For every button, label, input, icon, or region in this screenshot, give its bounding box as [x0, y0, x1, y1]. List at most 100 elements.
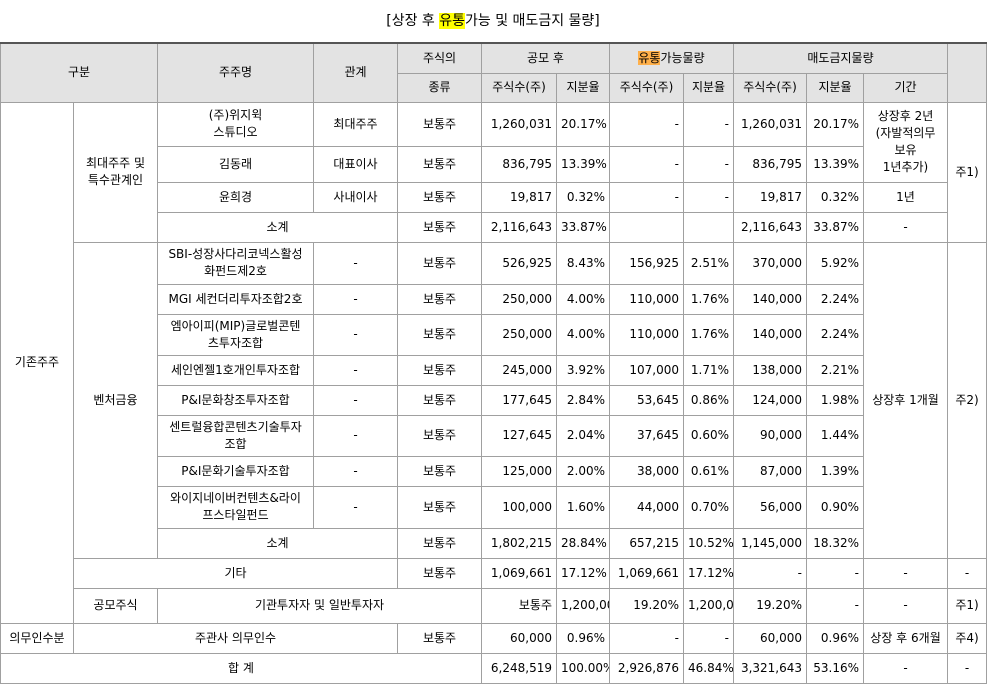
table-cell: 상장후 1개월: [863, 241, 949, 559]
table-cell: 20.17%: [556, 101, 610, 147]
table-cell: 보통주: [397, 101, 482, 147]
table-cell: 주2): [947, 241, 988, 559]
table-cell: 보통주: [397, 313, 482, 356]
table-cell: -: [682, 101, 735, 147]
table-row: P&I문화기술투자조합 - 보통주 125,000 2.00% 38,000 0.61% 87…: [1, 455, 987, 487]
table-cell: 1.76%: [682, 313, 735, 356]
header-cell: 공모 후: [481, 42, 610, 74]
table-cell: 56,000: [733, 485, 808, 529]
table-cell: 100.00%: [556, 652, 610, 684]
table-row: 의무인수분 주관사 의무인수 보통주 60,000 0.96% - -60,000 0.96%…: [0, 622, 988, 654]
table-cell: 보통주: [397, 384, 482, 416]
table-cell: -: [806, 587, 865, 624]
table-cell: 2.24%: [806, 313, 865, 356]
table-cell: 2,116,643: [733, 211, 808, 243]
table-cell: -: [313, 354, 398, 386]
table-cell: 와이지네이버컨텐츠&라이 프스타일펀드: [157, 485, 314, 529]
table-cell: 소계: [157, 527, 398, 559]
table-cell: 0.96%: [806, 622, 865, 654]
table-cell: 센트럴융합콘텐츠기술투자 조합: [157, 414, 314, 457]
table-cell: -: [313, 455, 398, 487]
table-cell: 370,000: [733, 241, 808, 285]
header-cell: 종류: [397, 72, 482, 103]
table-cell: 100,000: [481, 485, 557, 529]
table-cell: 보통주: [397, 485, 482, 529]
table-cell: 보통주: [397, 211, 482, 243]
table-cell: 합 계: [0, 652, 482, 684]
table-cell: 3,321,643: [733, 652, 808, 684]
table-cell: -: [313, 241, 398, 285]
table-cell: 46.84%: [682, 652, 735, 684]
table-cell: -: [682, 181, 735, 213]
table-cell: 37,645: [609, 414, 684, 457]
table-row: 세인엔젤1호개인투자조합 - 보통주 245,000 3.92% 107,000 1.71%…: [1, 354, 987, 386]
table-cell: 44,000: [609, 485, 684, 529]
table-cell: 13.39%: [806, 145, 865, 183]
table-cell: 대표이사: [313, 145, 398, 183]
table-cell: 53,645: [609, 384, 684, 416]
table-cell: 윤희경: [157, 181, 314, 213]
table-cell: 245,000: [481, 354, 557, 386]
header-text: 가능물량: [660, 50, 705, 65]
table-cell: 2.21%: [806, 354, 865, 386]
table-cell: 2.00%: [556, 455, 610, 487]
table-cell: 주관사 의무인수: [73, 622, 398, 654]
title: [상장 후 유통가능 및 매도금지 물량]: [0, 10, 986, 30]
table-cell: 보통주: [397, 414, 482, 457]
table-row: P&I문화창조투자조합 - 보통주 177,645 2.84% 53,645 0.86% 12…: [1, 384, 987, 416]
table-cell: 657,215: [609, 527, 684, 559]
table-cell: 1,145,000: [733, 527, 808, 559]
table-cell: 156,925: [609, 241, 684, 285]
header-cell: 주주명: [157, 42, 314, 103]
table-cell: 19,817: [733, 181, 808, 213]
table-cell: -: [682, 622, 735, 654]
table-cell: 38,000: [609, 455, 684, 487]
table-cell: 107,000: [609, 354, 684, 386]
table-cell: 0.70%: [682, 485, 735, 529]
table-cell: -: [806, 557, 865, 589]
table-cell: 20.17%: [806, 101, 865, 147]
table-cell: 836,795: [481, 145, 557, 183]
header-cell: 유통가능물량: [608, 42, 735, 74]
table-cell: P&I문화창조투자조합: [157, 384, 314, 416]
table-cell: 세인엔젤1호개인투자조합: [157, 354, 314, 386]
table-cell: 주4): [947, 622, 988, 654]
title-text: [상장 후: [386, 13, 440, 29]
table-cell: -: [733, 557, 808, 589]
table-cell: -: [313, 485, 398, 529]
table-cell: 보통주: [397, 181, 482, 213]
table-cell: -: [313, 384, 398, 416]
table-cell: 보통주: [481, 587, 557, 624]
table-cell: 1,802,215: [481, 527, 557, 559]
table-cell: 공모주식: [73, 587, 158, 624]
table-cell: 상장 후 6개월: [863, 622, 949, 654]
table-cell: 보통주: [397, 241, 482, 285]
table-cell: 4.00%: [556, 313, 610, 356]
table-row: 와이지네이버컨텐츠&라이 프스타일펀드 - 보통주 100,000 1.60% 44,00…: [1, 485, 987, 529]
table-row: 합 계 6,248,519 100.00% 2,926,876 46.84% 3,321,…: [0, 652, 988, 684]
table-cell: 60,000: [481, 622, 557, 654]
table-cell: 33.87%: [806, 211, 865, 243]
table-cell: 526,925: [481, 241, 557, 285]
table-cell: 0.96%: [556, 622, 610, 654]
table-cell: 1,069,661: [481, 557, 557, 589]
table-cell: 250,000: [481, 313, 557, 356]
table-cell: 1,260,031: [733, 101, 808, 147]
table-cell: 2.51%: [682, 241, 735, 285]
table-body: 기존주주 최대주주 및 특수관계인 (주)위지윅 스튜디오 최대주주 보통주 1,260,…: [0, 101, 988, 684]
table-cell: P&I문화기술투자조합: [157, 455, 314, 487]
table-cell: 사내이사: [313, 181, 398, 213]
table-cell: 1.39%: [806, 455, 865, 487]
header-highlight: 유통: [638, 50, 661, 65]
table-cell: 0.32%: [806, 181, 865, 213]
header-cell: [947, 42, 988, 103]
table-cell: 주1): [947, 587, 988, 624]
table-cell: -: [609, 145, 684, 183]
table-row: 기존주주 최대주주 및 특수관계인 (주)위지윅 스튜디오 최대주주 보통주 1,260,…: [0, 101, 988, 624]
table-cell: 140,000: [733, 283, 808, 315]
table-cell: -: [863, 211, 949, 243]
table-cell: 주1): [947, 101, 988, 243]
table-cell: 2.04%: [556, 414, 610, 457]
table-cell: 김동래: [157, 145, 314, 183]
